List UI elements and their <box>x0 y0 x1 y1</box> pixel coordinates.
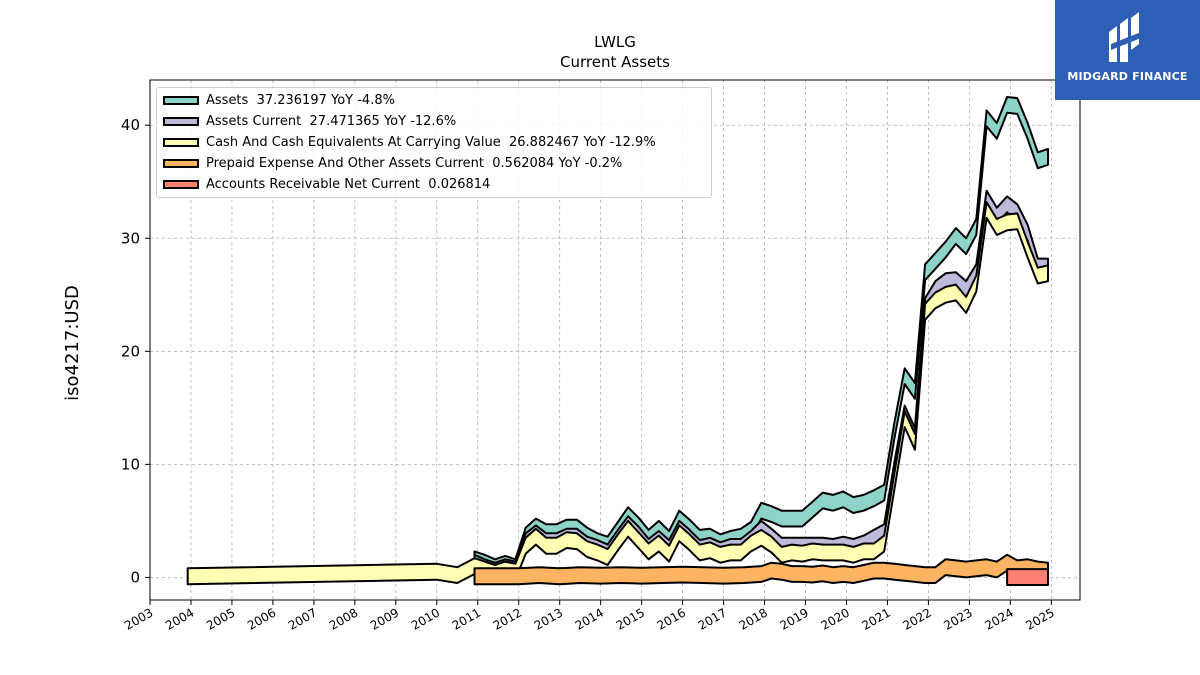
legend-swatch <box>163 158 199 168</box>
legend-swatch <box>163 116 199 126</box>
legend-item-receivable: Accounts Receivable Net Current 0.026814 <box>163 176 490 192</box>
plot-frame <box>149 79 1081 601</box>
x-tick-label: 2023 <box>941 605 974 632</box>
x-tick-label: 2009 <box>368 605 401 632</box>
series-areas <box>186 96 1049 586</box>
x-tick-label: 2012 <box>491 605 524 632</box>
x-tick-label: 2005 <box>204 605 237 632</box>
x-tick-label: 2024 <box>982 605 1015 632</box>
x-tick-label: 2016 <box>655 605 688 632</box>
y-tick-label: 0 <box>130 568 140 586</box>
midgard-logo-icon <box>1109 12 1141 62</box>
legend-item-assets: Assets 37.236197 YoY -4.8% <box>163 92 395 108</box>
series-band-4 <box>1006 568 1049 586</box>
x-axis-ticks: 2003 2004 2005 2006 2007 2008 2009 2010 2011 2012… <box>122 600 1057 633</box>
x-tick-label: 2021 <box>859 605 892 632</box>
series-band-3 <box>473 553 1049 586</box>
series-band-2 <box>186 201 1049 586</box>
x-tick-label: 2019 <box>778 605 811 632</box>
x-tick-label: 2006 <box>245 605 278 632</box>
legend-label: Assets 37.236197 YoY -4.8% <box>206 92 395 108</box>
legend-item-cash: Cash And Cash Equivalents At Carrying Va… <box>163 134 656 150</box>
chart-title: LWLG <box>594 33 636 51</box>
y-axis-ticks: 0 10 20 30 40 <box>121 116 150 586</box>
y-axis-label: iso4217:USD <box>62 285 83 401</box>
x-tick-label: 2011 <box>450 605 483 632</box>
y-tick-label: 10 <box>121 455 140 473</box>
x-tick-label: 2017 <box>696 605 729 632</box>
x-tick-label: 2020 <box>819 605 852 632</box>
x-tick-label: 2025 <box>1023 605 1056 632</box>
x-tick-label: 2015 <box>614 605 647 632</box>
brand-name: MIDGARD FINANCE <box>1067 70 1188 83</box>
y-tick-label: 30 <box>121 229 140 247</box>
legend-label: Cash And Cash Equivalents At Carrying Va… <box>206 134 656 150</box>
brand-logo: MIDGARD FINANCE <box>1055 0 1200 100</box>
legend-swatch <box>163 137 199 147</box>
x-tick-label: 2022 <box>900 605 933 632</box>
x-tick-label: 2018 <box>737 605 770 632</box>
legend-item-assets-current: Assets Current 27.471365 YoY -12.6% <box>163 113 456 129</box>
legend-swatch <box>163 179 199 189</box>
x-tick-label: 2003 <box>122 605 155 632</box>
chart-legend: Assets 37.236197 YoY -4.8% Assets Curren… <box>156 87 712 198</box>
legend-label: Accounts Receivable Net Current 0.026814 <box>206 176 491 192</box>
legend-label: Prepaid Expense And Other Assets Current… <box>206 155 623 171</box>
x-tick-label: 2014 <box>573 605 606 632</box>
legend-item-prepaid: Prepaid Expense And Other Assets Current… <box>163 155 622 171</box>
x-tick-label: 2004 <box>163 605 196 632</box>
y-tick-label: 40 <box>121 116 140 134</box>
x-tick-label: 2007 <box>286 605 319 632</box>
legend-label: Assets Current 27.471365 YoY -12.6% <box>206 113 457 129</box>
x-tick-label: 2013 <box>532 605 565 632</box>
legend-swatch <box>163 95 199 105</box>
x-tick-label: 2008 <box>327 605 360 632</box>
y-tick-label: 20 <box>121 342 140 360</box>
x-tick-label: 2010 <box>409 605 442 632</box>
chart-subtitle: Current Assets <box>560 53 670 71</box>
